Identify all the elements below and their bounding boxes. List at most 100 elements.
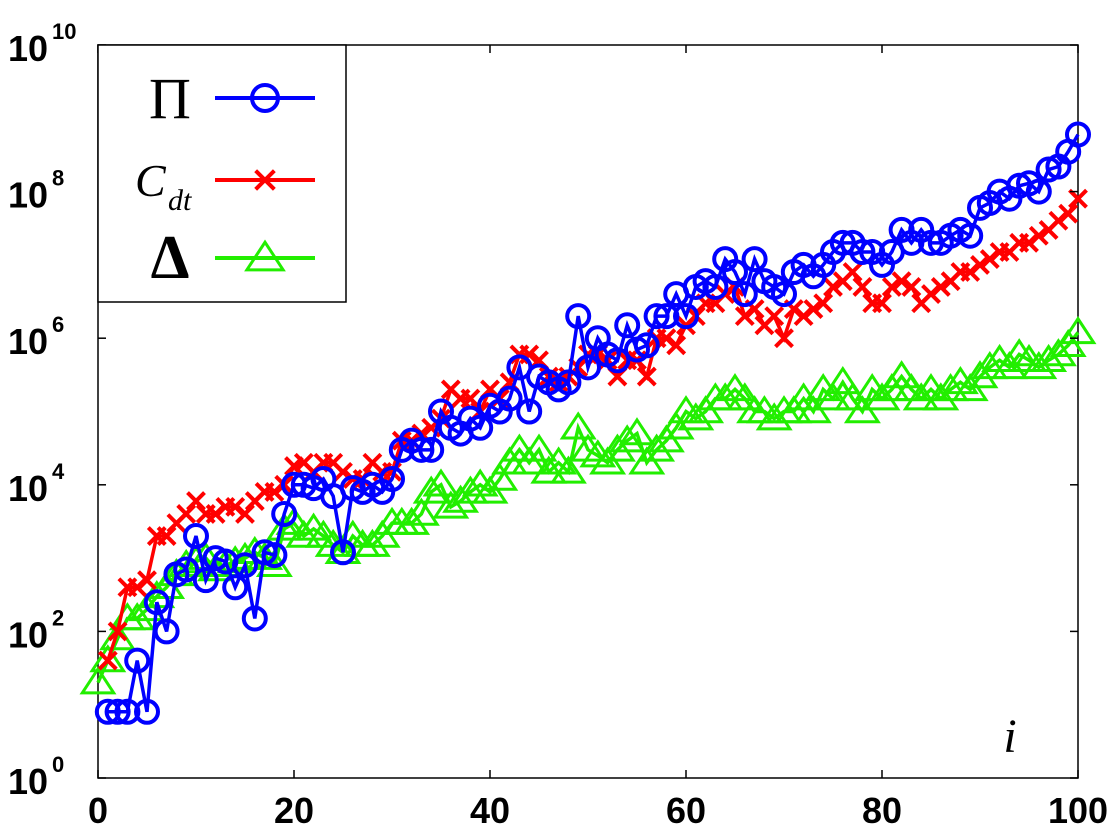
- legend-label: Δ: [151, 224, 190, 292]
- y-tick-label: 10 2: [8, 605, 64, 655]
- y-tick-exponent: 8: [52, 166, 64, 191]
- data-point: [451, 475, 489, 504]
- y-tick-label: 10 10: [8, 19, 76, 69]
- data-point: [183, 523, 209, 550]
- legend-entry: Π: [149, 66, 315, 131]
- data-point: [1065, 121, 1091, 148]
- series-line: [107, 133, 1080, 714]
- data-point: [432, 490, 470, 519]
- data-point: [1059, 316, 1097, 345]
- data-point: [124, 647, 151, 674]
- x-axis-label: i: [1003, 710, 1016, 763]
- y-tick-label: 10 4: [8, 459, 65, 509]
- data-point: [104, 698, 131, 725]
- data-point: [1030, 343, 1068, 373]
- data-point: [379, 465, 405, 492]
- data-point: [961, 360, 999, 389]
- data-point: [520, 433, 558, 462]
- data-point: [677, 402, 715, 431]
- data-point: [872, 293, 892, 314]
- data-point: [901, 277, 922, 297]
- data-point: [834, 382, 872, 411]
- data-point: [134, 698, 160, 725]
- data-point: [418, 436, 445, 463]
- plot-frame: [97, 44, 1079, 779]
- y-tick-base: 10: [8, 468, 48, 509]
- legend-entry: Δ: [151, 224, 315, 292]
- data-point: [137, 570, 157, 591]
- data-point: [481, 462, 519, 491]
- data-point: [192, 567, 219, 594]
- data-point: [764, 306, 785, 327]
- data-point: [1028, 225, 1049, 246]
- data-point: [519, 344, 540, 365]
- data-point: [393, 506, 431, 535]
- series-pi: [94, 121, 1091, 725]
- data-point: [285, 519, 323, 548]
- data-point: [722, 259, 748, 286]
- data-point: [726, 382, 764, 411]
- data-point: [883, 360, 921, 389]
- data-point: [114, 698, 141, 725]
- data-point: [176, 504, 197, 524]
- data-point: [803, 299, 824, 319]
- data-point: [412, 475, 450, 504]
- data-point: [849, 238, 876, 265]
- data-point: [569, 433, 607, 462]
- data-point: [891, 271, 912, 292]
- data-point: [638, 433, 676, 462]
- data-point: [275, 506, 313, 535]
- legend-marker: [244, 239, 286, 272]
- data-point: [232, 552, 258, 579]
- legend-marker: [250, 83, 280, 113]
- data-point: [549, 455, 587, 484]
- data-point: [330, 539, 356, 566]
- data-point: [353, 528, 391, 557]
- data-point: [971, 350, 1009, 380]
- x-tick-label: 20: [274, 790, 314, 831]
- data-point: [785, 382, 823, 411]
- series-line: [96, 331, 1080, 684]
- data-point: [902, 382, 940, 411]
- data-point: [94, 698, 121, 725]
- y-tick-exponent: 0: [52, 752, 64, 777]
- data-point: [731, 281, 758, 308]
- y-tick-label: 10 0: [8, 752, 64, 802]
- data-point: [173, 556, 200, 583]
- data-point: [422, 468, 460, 497]
- data-point: [1039, 338, 1077, 367]
- legend-marker: [254, 169, 276, 191]
- y-tick-exponent: 2: [52, 605, 64, 630]
- data-point: [565, 303, 592, 330]
- series-cdt: [97, 188, 1088, 671]
- data-point: [559, 411, 597, 440]
- data-point: [598, 433, 636, 462]
- data-point: [530, 455, 568, 484]
- data-point: [823, 277, 843, 297]
- y-tick-exponent: 6: [52, 312, 64, 337]
- data-point: [1068, 188, 1088, 209]
- series-layer: [79, 121, 1097, 725]
- data-point: [666, 335, 687, 356]
- data-point: [706, 382, 744, 411]
- data-point: [153, 618, 180, 645]
- y-tick-base: 10: [8, 175, 48, 216]
- data-point: [271, 500, 298, 527]
- x-tick-label: 80: [862, 790, 902, 831]
- data-point: [235, 504, 255, 524]
- data-point: [636, 366, 657, 387]
- data-point: [143, 589, 170, 616]
- data-point: [922, 382, 960, 411]
- data-point: [460, 388, 481, 409]
- data-point: [402, 497, 440, 526]
- legend-label: C: [135, 155, 167, 206]
- data-point: [1025, 178, 1052, 205]
- data-point: [824, 365, 862, 395]
- data-point: [813, 293, 834, 314]
- data-point: [608, 424, 646, 453]
- y-tick-label: 10 6: [8, 312, 64, 362]
- data-point: [932, 373, 970, 402]
- data-point: [241, 605, 268, 632]
- data-point: [555, 369, 582, 396]
